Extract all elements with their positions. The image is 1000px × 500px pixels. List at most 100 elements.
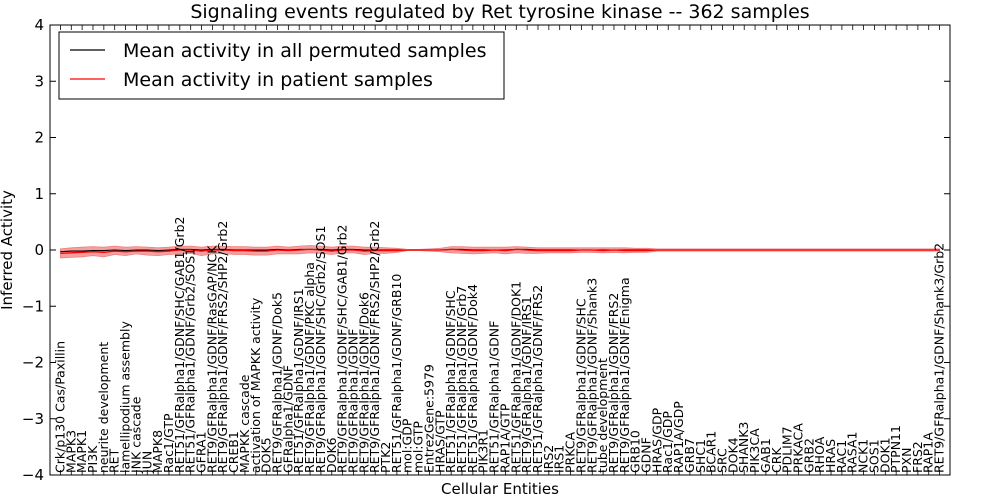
category-label: RET51/GFRalpha1/GDNF <box>487 321 502 473</box>
y-axis-label: Inferred Activity <box>0 190 16 310</box>
patient-spread-band <box>60 245 940 259</box>
category-label: lamellipodium assembly <box>118 321 133 473</box>
y-tick-label: −3 <box>22 410 44 428</box>
category-label: PXN <box>899 448 914 473</box>
category-label: SRC <box>715 448 730 473</box>
category-label: GRB10 <box>628 430 643 473</box>
category-label: GAB1 <box>758 438 773 473</box>
category-label: RET9/GFRalpha1/GDNF/Enigma <box>617 277 632 473</box>
category-label: RET9/GFRalpha1/GDNF/FRS2/SHP2/Grb2 <box>215 221 230 473</box>
category-label: RET9/GFRalpha1/GDNF/Dok5 <box>270 292 285 473</box>
category-label: RET9/GFRalpha1/GDNF/PKC alpha <box>302 262 317 473</box>
category-label: PIK3CA <box>747 428 762 473</box>
category-label: neurite development <box>96 342 111 473</box>
category-label: GDNF <box>639 437 654 473</box>
y-axis-ticks: −4 −3 −2 −1 0 1 2 3 4 <box>22 16 950 484</box>
legend-label-patient: Mean activity in patient samples <box>123 69 433 91</box>
category-label: PTPN11 <box>888 425 903 473</box>
category-label: DOK4 <box>725 437 740 473</box>
category-label: PTK2 <box>378 442 393 473</box>
category-label: RET <box>107 448 122 473</box>
y-tick-label: 2 <box>34 129 44 147</box>
category-label: RET9/GFRalpha1/GDNF/SHC <box>573 298 588 473</box>
category-label: JUN <box>139 451 154 474</box>
category-label: MAPK3 <box>63 430 78 473</box>
category-label: RET9/GFRalpha1/GDNF/Dok6 <box>356 292 371 473</box>
category-labels: Crk/p130 Cas/PaxillinMAPK3MAPK1PI3Kneuri… <box>52 217 946 474</box>
category-label: SHC1 <box>693 439 708 473</box>
category-label: mol:GDP <box>400 418 415 473</box>
legend-box <box>58 31 505 100</box>
category-label: RET51/GFRalpha1/GDNF/DOK1 <box>508 281 523 473</box>
legend: Mean activity in all permuted samples Me… <box>58 31 505 100</box>
category-label: BCAR1 <box>704 431 719 473</box>
y-tick-label: 4 <box>34 16 44 34</box>
series-layer <box>60 248 940 255</box>
category-label: activation of MAPKK activity <box>248 297 263 473</box>
category-label: MAPKK cascade <box>237 374 252 473</box>
y-tick-label: 1 <box>34 185 44 203</box>
category-label: RET51/GFRalpha1/GDNF/SHC <box>443 290 458 473</box>
x-axis-label: Cellular Entities <box>441 480 559 498</box>
y-tick-label: 3 <box>34 72 44 90</box>
category-label: RET51/GFRalpha1/GDNF/Grb7 <box>454 286 469 473</box>
category-label: FRS2 <box>910 441 925 473</box>
category-label: RHOA <box>812 436 827 473</box>
category-label: IRS2 <box>541 445 556 473</box>
category-label: RET51/GFRalpha1/GDNF/Grb2/SOS1 <box>183 248 198 473</box>
category-label: RET9/GFRalpha1/GDNF/SHC/Grb2/SOS1 <box>313 226 328 473</box>
category-label: PRKCA <box>563 432 578 473</box>
category-label: NCK1 <box>856 439 871 473</box>
band-layer <box>60 245 940 259</box>
y-tick-label: −1 <box>22 297 44 315</box>
category-label: RET9/GFRalpha1/GDNF/Shank3 <box>584 278 599 473</box>
x-axis-ticks <box>60 25 940 475</box>
category-label: EntrezGene:5979 <box>422 364 437 473</box>
chart-title: Signaling events regulated by Ret tyrosi… <box>190 1 809 23</box>
category-label: PI3K <box>85 445 100 473</box>
category-label: RET9/GFRalpha1/GDNF/FRS2/SHP2/Grb2 <box>367 221 382 473</box>
category-label: RET9/GFRalpha1/GDNF/IRS1 <box>519 296 534 473</box>
category-label: Crk/p130 Cas/Paxillin <box>52 341 67 473</box>
category-label: SHANK3 <box>736 422 751 473</box>
category-label: RET9/GFRalpha1/GDNF/Shank3/Grb2 <box>932 243 947 473</box>
category-label: HRAS/GDP <box>649 407 664 473</box>
category-label: RET9/GFRalpha1/GDNF <box>346 329 361 473</box>
category-label: RET9/GFRalpha1/GDNF/FRS2 <box>606 293 621 473</box>
category-label: Rac1/GTP <box>161 413 176 473</box>
category-label: CREB1 <box>226 431 241 473</box>
category-label: RET51/GFRalpha1/GDNF/FRS2 <box>530 285 545 473</box>
legend-label-permuted: Mean activity in all permuted samples <box>123 40 486 62</box>
category-label: MAPK1 <box>74 430 89 473</box>
category-label: PDLIM7 <box>780 426 795 473</box>
y-tick-label: −4 <box>22 466 44 484</box>
category-label: CRK <box>769 447 784 473</box>
category-label: SOS1 <box>867 439 882 473</box>
category-label: RAP1A/GDP <box>671 401 686 473</box>
category-label: RET9/GFRalpha1/GDNF/SHC/GAB1/Grb2 <box>335 224 350 473</box>
category-label: RAC1 <box>834 440 849 473</box>
category-label: GRB7 <box>682 438 697 473</box>
category-label: RAP1A/GTP <box>497 403 512 473</box>
category-label: tube development <box>595 358 610 473</box>
category-label: RET51/GFRalpha1/GDNF/Dok4 <box>465 284 480 473</box>
category-label: RET9/GFRalpha1/GDNF/RasGAP/NCK <box>204 245 219 473</box>
category-label: DOK5 <box>259 437 274 473</box>
category-label: RET51/GFRalpha1/GDNF/GRB10 <box>389 274 404 473</box>
y-tick-label: −2 <box>22 354 44 372</box>
category-label: JNK cascade <box>128 396 143 474</box>
category-label: GFRalpha1/GDNF <box>280 365 295 473</box>
category-label: RAP1A <box>921 432 936 473</box>
category-label: DOK6 <box>324 437 339 473</box>
category-label: MAPK8 <box>150 430 165 473</box>
y-tick-label: 0 <box>34 241 44 259</box>
category-label: IRS1 <box>552 445 567 473</box>
category-label: GRB2 <box>801 438 816 473</box>
category-label: RASA1 <box>845 432 860 473</box>
category-label: PRKACA <box>791 423 806 473</box>
category-label: DOK1 <box>877 437 892 473</box>
category-label: Rac1/GDP <box>660 411 675 473</box>
category-label: PIK3R1 <box>476 429 491 473</box>
plot-area: −4 −3 −2 −1 0 1 2 3 4 Crk/p130 Cas/PaxillinMAPK3… <box>22 16 951 484</box>
